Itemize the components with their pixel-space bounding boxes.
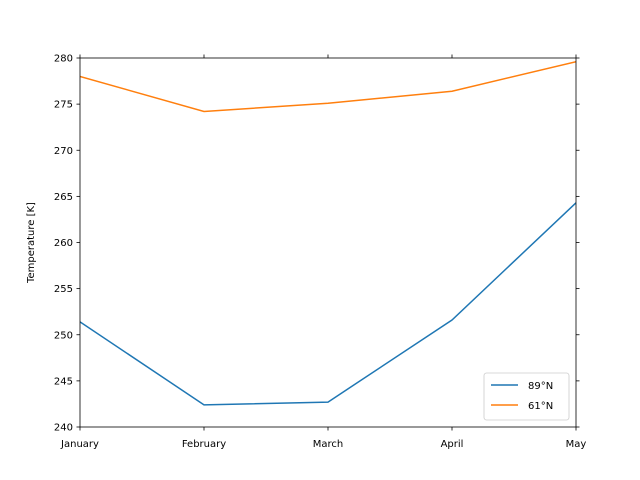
x-tick-label: February	[182, 439, 226, 450]
y-tick-label: 275	[54, 100, 73, 111]
y-tick-label: 265	[54, 192, 73, 203]
y-tick-label: 240	[54, 423, 73, 434]
series-layer	[80, 60, 576, 406]
x-axis: January February March April May	[60, 54, 587, 450]
y-tick-label: 250	[54, 330, 73, 341]
x-tick-label: April	[441, 439, 464, 450]
legend-label: 89°N	[528, 381, 553, 392]
series-line-1	[80, 202, 576, 406]
legend-box	[483, 372, 570, 421]
legend-label: 61°N	[528, 401, 553, 412]
y-axis: 240 245 250 255 260 265 270 275 280	[54, 54, 580, 434]
x-tick-label: March	[313, 439, 343, 450]
y-tick-label: 280	[54, 54, 73, 65]
series-line-2	[80, 60, 576, 113]
y-tick-label: 260	[54, 238, 73, 249]
y-axis-label: Temperature [K]	[26, 202, 37, 284]
x-tick-label: May	[566, 439, 587, 450]
legend: 89°N 61°N	[483, 372, 570, 421]
x-tick-label: January	[60, 439, 99, 450]
y-tick-label: 255	[54, 284, 73, 295]
y-tick-label: 270	[54, 146, 73, 157]
y-tick-label: 245	[54, 376, 73, 387]
